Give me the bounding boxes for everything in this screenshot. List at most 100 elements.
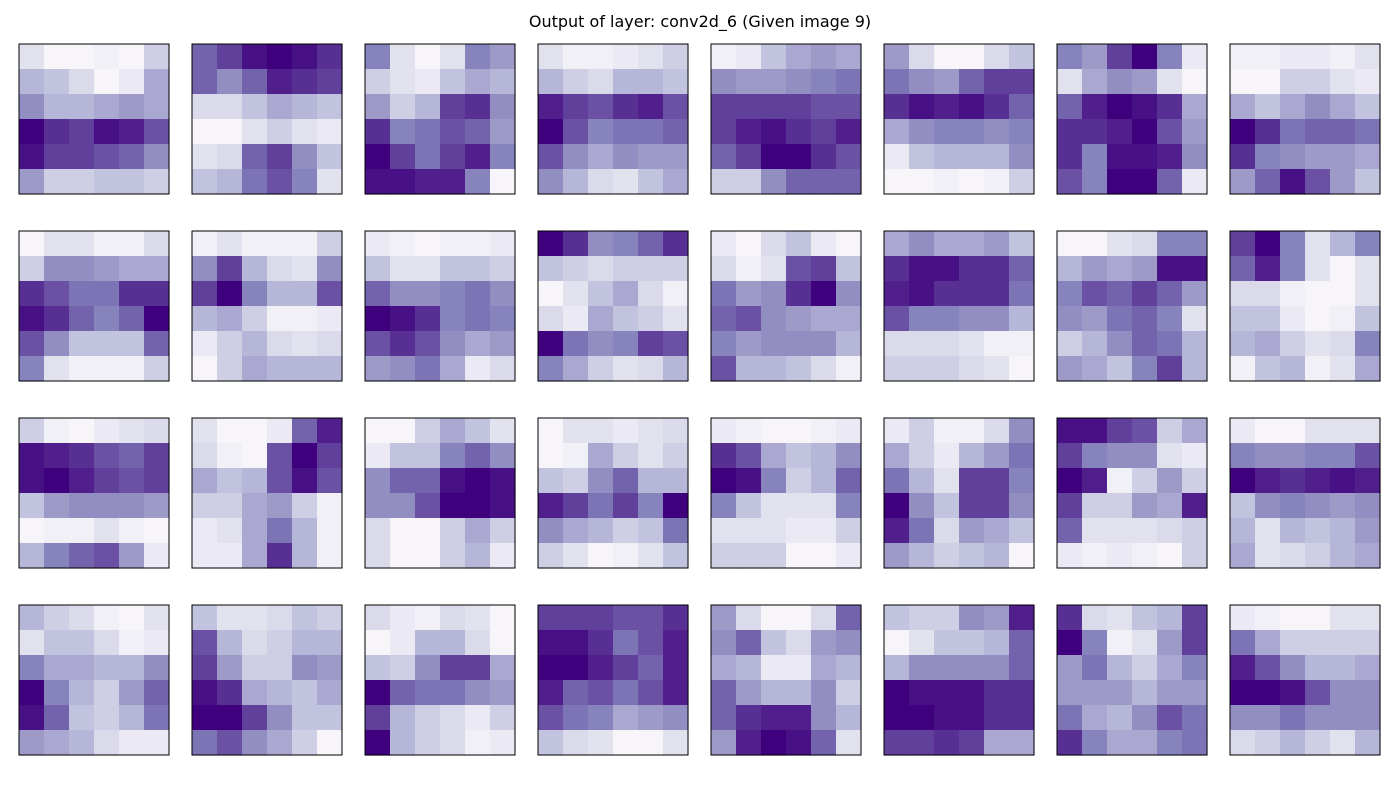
heatmap-cell <box>365 281 391 307</box>
heatmap-cell <box>465 680 491 706</box>
panel-frame <box>1056 604 1208 756</box>
heatmap-cell <box>736 94 762 120</box>
heatmap-cell <box>19 468 45 494</box>
heatmap-cell <box>959 655 985 681</box>
heatmap-cell <box>1230 418 1256 444</box>
heatmap-cell <box>465 69 491 95</box>
heatmap-cell <box>638 44 664 70</box>
heatmap-cell <box>711 356 737 382</box>
heatmap-cell <box>1157 630 1183 656</box>
heatmap-cell <box>1009 69 1035 95</box>
heatmap-cell <box>317 493 343 519</box>
heatmap-cell <box>1132 543 1158 569</box>
heatmap-cell <box>959 169 985 195</box>
heatmap-cell <box>192 655 218 681</box>
heatmap-cell <box>811 418 837 444</box>
heatmap-cell <box>1132 256 1158 282</box>
heatmap-cell <box>390 630 416 656</box>
heatmap-cell <box>884 231 910 257</box>
heatmap-cell <box>711 543 737 569</box>
heatmap-cell <box>1182 231 1208 257</box>
heatmap-cell <box>1355 256 1381 282</box>
heatmap-cell <box>663 256 689 282</box>
heatmap-cell <box>415 468 441 494</box>
heatmap-cell <box>711 94 737 120</box>
heatmap-cell <box>1107 169 1133 195</box>
heatmap-cell <box>440 730 466 756</box>
heatmap-cell <box>490 256 516 282</box>
heatmap-cell <box>144 730 170 756</box>
heatmap-cell <box>711 69 737 95</box>
heatmap-cell <box>538 306 564 332</box>
heatmap-cell <box>663 169 689 195</box>
heatmap-cell <box>1305 306 1331 332</box>
heatmap-cell <box>663 680 689 706</box>
heatmap-cell <box>884 443 910 469</box>
heatmap-cell <box>490 543 516 569</box>
heatmap-cell <box>1330 356 1356 382</box>
heatmap-cell <box>1355 543 1381 569</box>
heatmap-cell <box>1082 331 1108 357</box>
heatmap-cell <box>267 119 293 145</box>
heatmap-cell <box>1157 493 1183 519</box>
heatmap-cell <box>1132 231 1158 257</box>
heatmap-cell <box>1280 331 1306 357</box>
heatmap-cell <box>613 281 639 307</box>
heatmap-panel-26 <box>191 604 343 756</box>
heatmap-cell <box>19 655 45 681</box>
heatmap-cell <box>1132 94 1158 120</box>
heatmap-cell <box>736 356 762 382</box>
heatmap-cell <box>1132 730 1158 756</box>
heatmap-cell <box>94 356 120 382</box>
heatmap-cell <box>811 705 837 731</box>
panel-frame <box>1229 417 1381 569</box>
heatmap-cell <box>1255 331 1281 357</box>
heatmap-cell <box>1182 356 1208 382</box>
heatmap-panel-2 <box>191 43 343 195</box>
heatmap-cell <box>711 493 737 519</box>
heatmap-cell <box>761 169 787 195</box>
heatmap-cell <box>613 94 639 120</box>
heatmap-cell <box>1355 605 1381 631</box>
heatmap-cell <box>811 306 837 332</box>
heatmap-cell <box>390 418 416 444</box>
heatmap-cell <box>217 356 243 382</box>
heatmap-cell <box>1132 630 1158 656</box>
heatmap-cell <box>19 730 45 756</box>
heatmap-cell <box>465 655 491 681</box>
heatmap-cell <box>1157 543 1183 569</box>
heatmap-cell <box>192 281 218 307</box>
heatmap-cell <box>490 493 516 519</box>
heatmap-cell <box>1082 169 1108 195</box>
heatmap-cell <box>736 630 762 656</box>
heatmap-cell <box>1057 655 1083 681</box>
heatmap-cell <box>638 69 664 95</box>
heatmap-cell <box>1009 605 1035 631</box>
heatmap-cell <box>1330 543 1356 569</box>
heatmap-cell <box>144 231 170 257</box>
heatmap-cell <box>934 44 960 70</box>
heatmap-cell <box>984 356 1010 382</box>
heatmap-cell <box>317 256 343 282</box>
heatmap-cell <box>1330 655 1356 681</box>
heatmap-cell <box>613 256 639 282</box>
panel-frame <box>883 43 1035 195</box>
heatmap-cell <box>563 169 589 195</box>
heatmap-cell <box>959 705 985 731</box>
heatmap-cell <box>1157 331 1183 357</box>
heatmap-cell <box>1157 680 1183 706</box>
heatmap-cell <box>959 94 985 120</box>
heatmap-cell <box>1057 605 1083 631</box>
heatmap-cell <box>736 281 762 307</box>
heatmap-cell <box>490 630 516 656</box>
heatmap-cell <box>365 331 391 357</box>
heatmap-cell <box>1057 44 1083 70</box>
heatmap-cell <box>638 306 664 332</box>
heatmap-cell <box>1157 256 1183 282</box>
heatmap-panel-8 <box>1229 43 1381 195</box>
heatmap-cell <box>638 605 664 631</box>
heatmap-cell <box>1182 69 1208 95</box>
heatmap-cell <box>638 493 664 519</box>
heatmap-cell <box>811 543 837 569</box>
heatmap-cell <box>365 705 391 731</box>
